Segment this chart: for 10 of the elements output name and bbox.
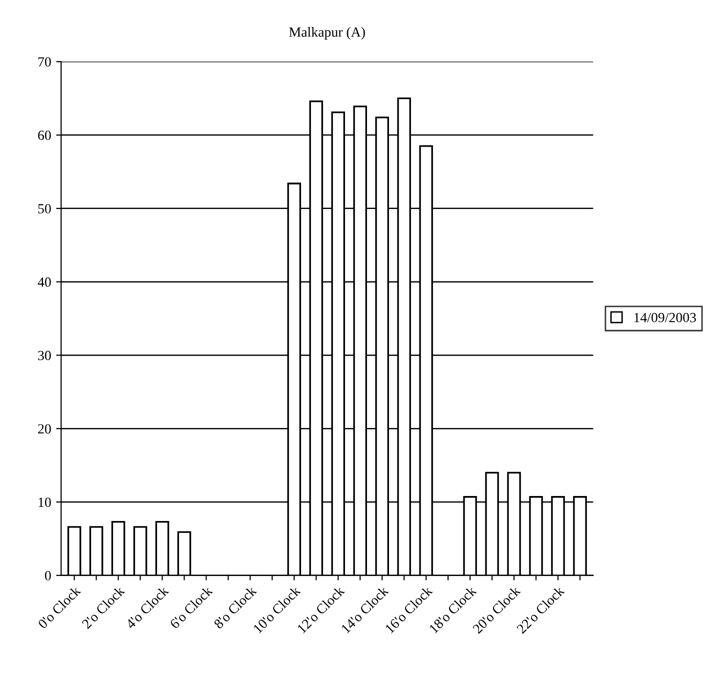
y-tick-label: 20 — [38, 424, 51, 434]
y-tick-label: 40 — [38, 277, 51, 287]
y-tick-label: 70 — [38, 57, 51, 67]
y-tick-label: 30 — [38, 350, 51, 360]
legend-label: 14/09/2003 — [634, 312, 696, 322]
chart-title: Malkapur (A) — [289, 27, 365, 40]
y-tick-label: 10 — [38, 498, 51, 507]
y-tick-label: 0 — [44, 570, 51, 580]
y-tick-label: 60 — [38, 130, 51, 140]
y-tick-label: 50 — [38, 204, 51, 214]
